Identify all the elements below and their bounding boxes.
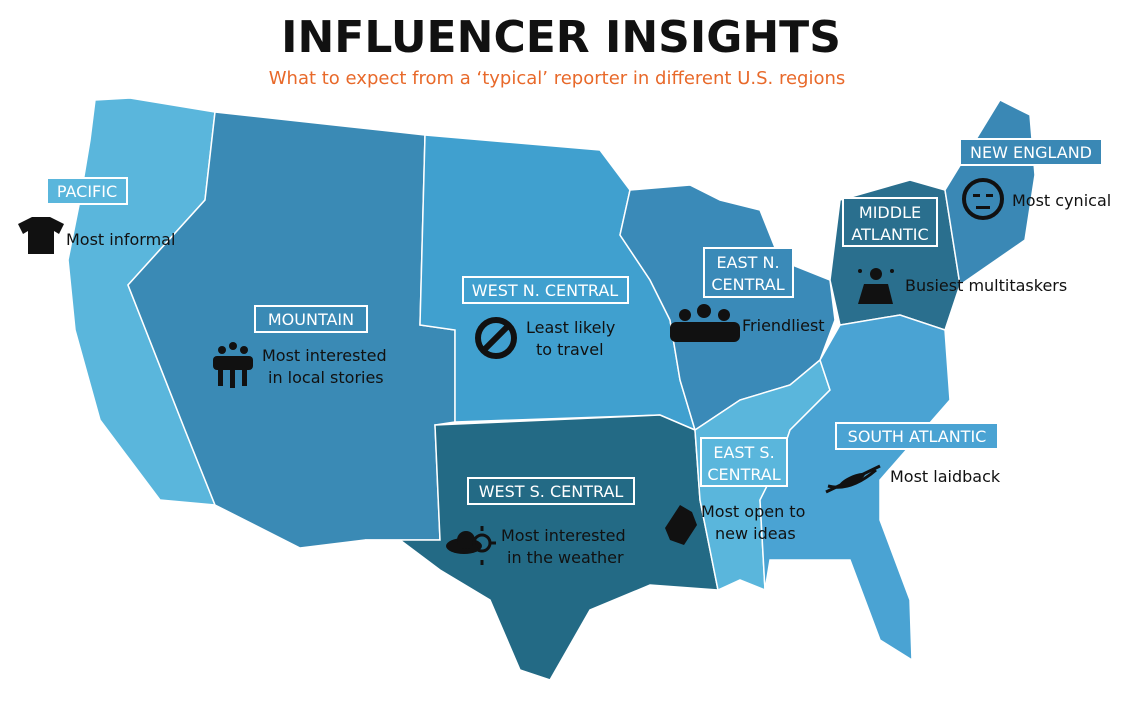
labels: PACIFIC Most informal MOUNTAIN Most inte…: [46, 138, 1111, 567]
label-box: [467, 477, 635, 505]
region-name: MOUNTAIN: [268, 310, 354, 329]
region-name: PACIFIC: [57, 182, 117, 201]
region-name: ATLANTIC: [851, 225, 928, 244]
region-name: EAST S.: [713, 443, 774, 462]
region-name: WEST N. CENTRAL: [472, 281, 619, 300]
subtitle: What to expect from a ‘typical’ reporter…: [269, 68, 846, 89]
region-name: SOUTH ATLANTIC: [848, 427, 987, 446]
region-description: to travel: [536, 340, 604, 359]
label-box: [835, 422, 999, 450]
label-box: [462, 276, 629, 304]
region-description: Most interested: [501, 526, 626, 545]
label-box: [842, 197, 938, 247]
label-box: [46, 177, 128, 205]
region-description: Busiest multitaskers: [905, 276, 1067, 295]
label-box: [254, 305, 368, 333]
hand-icon: [665, 505, 697, 545]
region-description: in the weather: [507, 548, 624, 567]
region-name: CENTRAL: [707, 465, 780, 484]
region-name: MIDDLE: [859, 203, 921, 222]
multitask-icon: [858, 268, 894, 304]
region-description: Most open to: [701, 502, 805, 521]
region-description: Most laidback: [890, 467, 1001, 486]
region-description: Most interested: [262, 346, 387, 365]
hammock-icon: [825, 464, 881, 494]
region-description: Most cynical: [1012, 191, 1111, 210]
region-description: Most informal: [66, 230, 175, 249]
region-name: NEW ENGLAND: [970, 143, 1092, 162]
label-box: [703, 247, 794, 298]
group-icon: [670, 304, 740, 342]
icons: [18, 178, 1004, 565]
cynical-icon: [962, 178, 1004, 220]
title: INFLUENCER INSIGHTS: [281, 12, 841, 63]
region-description: in local stories: [268, 368, 384, 387]
region-description: Friendliest: [742, 316, 825, 335]
shirt-icon: [18, 217, 64, 254]
region-description: Least likely: [526, 318, 615, 337]
region-name: WEST S. CENTRAL: [479, 482, 624, 501]
weather-icon: [446, 526, 496, 565]
region-name: EAST N.: [716, 253, 779, 272]
region-name: CENTRAL: [711, 275, 784, 294]
map: [67, 97, 1036, 681]
people-icon: [213, 342, 253, 388]
label-box: [700, 437, 788, 487]
label-box: [959, 138, 1103, 166]
no-travel-icon: [475, 317, 517, 359]
region-description: new ideas: [715, 524, 796, 543]
